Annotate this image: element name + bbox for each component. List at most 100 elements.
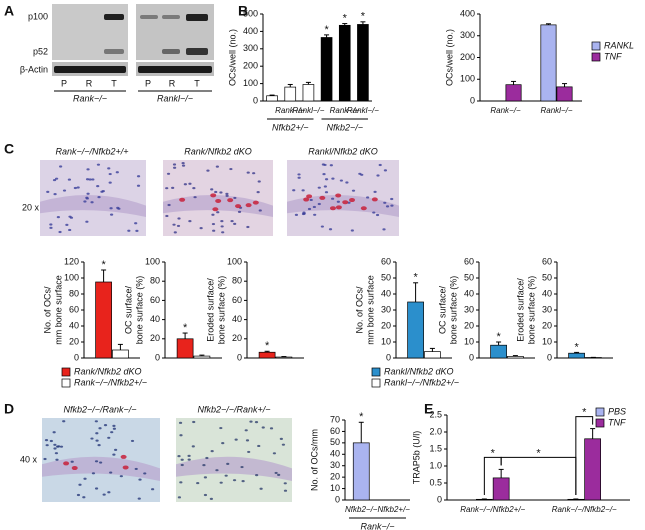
cell [98, 427, 102, 430]
significance-bracket [500, 456, 577, 495]
cell [258, 209, 262, 212]
osteoclast [235, 204, 242, 209]
cell [215, 165, 219, 168]
y-tick-label: 40 [381, 288, 391, 298]
group-label: Rankl−/− [157, 93, 193, 103]
cell [331, 197, 335, 200]
y-axis-label: Eroded surface/ [205, 278, 215, 342]
cell [274, 471, 278, 475]
cell [192, 420, 196, 424]
cell [215, 469, 219, 472]
cell [173, 231, 177, 234]
significance-star: * [265, 340, 270, 352]
cell [202, 464, 206, 467]
cell [257, 444, 261, 448]
cell [55, 458, 59, 461]
x-tick-label: Rank−/− [275, 106, 306, 115]
cell [109, 213, 114, 216]
cell [107, 436, 111, 439]
cell [183, 183, 187, 186]
cell [221, 442, 225, 445]
y-tick-label: 100 [243, 78, 258, 88]
y-axis-label: bone surface (%) [134, 276, 144, 345]
y-axis-label: OC surface/ [437, 285, 447, 334]
legend-swatch [61, 367, 71, 377]
tissue-band [42, 456, 160, 481]
image-title: Nfkb2−/−/Rank+/− [197, 404, 270, 414]
y-axis-label: Eroded surface/ [515, 278, 525, 342]
cell [378, 163, 382, 167]
y-tick-label: 10 [542, 336, 552, 346]
blot-band [54, 66, 126, 73]
y-tick-label: 0 [469, 352, 474, 362]
bar [302, 84, 315, 102]
cell [99, 461, 103, 464]
cell [211, 222, 216, 226]
cell [172, 223, 176, 226]
cell [210, 450, 214, 453]
osteoclast [179, 197, 186, 202]
cell [102, 493, 106, 496]
y-axis-label: bone surface (%) [526, 276, 536, 345]
western-blot: p100 p52 β-Actin P R T P R T Rank−/− Ran… [20, 4, 214, 103]
cell [181, 164, 186, 167]
y-tick-label: 100 [460, 74, 475, 84]
cell [151, 488, 155, 491]
bar [407, 301, 424, 359]
cell [70, 460, 74, 463]
cell [301, 189, 305, 192]
cell [53, 192, 57, 196]
significance-star: * [491, 447, 496, 459]
cell [255, 473, 259, 477]
osteoclast [349, 198, 356, 203]
chart: 0 20 40 60 80 100 120 No. of OCs/mm bone surfac… [42, 256, 147, 387]
blot-band [104, 14, 124, 20]
osteoclast [227, 198, 234, 203]
cell [115, 171, 119, 174]
cell [240, 465, 244, 469]
y-tick-label: 0 [74, 352, 79, 362]
legend-swatch [371, 378, 381, 388]
bar [338, 24, 351, 102]
cell [281, 443, 286, 446]
legend-swatch [591, 52, 601, 62]
cell [109, 471, 113, 474]
y-tick-label: 1.0 [429, 460, 442, 470]
cell [192, 187, 196, 190]
bar [266, 95, 278, 102]
y-tick-label: 0 [335, 494, 340, 504]
cell [283, 482, 287, 485]
tissue-band [163, 195, 273, 217]
osteoclast [371, 197, 378, 202]
significance-star: * [183, 322, 188, 334]
cell [292, 189, 296, 192]
y-tick-label: 100 [227, 256, 242, 266]
cell [221, 231, 225, 234]
x-tick-label: Nfkb2−/− [345, 505, 378, 514]
cell [317, 186, 321, 189]
cell [345, 181, 349, 184]
x-tick-label: Rank−/−/Nfkb2+/− [460, 505, 525, 514]
y-tick-label: 50 [381, 272, 391, 282]
y-tick-label: 0 [437, 494, 442, 504]
blot-band [138, 66, 212, 73]
cell [179, 434, 183, 437]
cell [85, 178, 90, 181]
significance-star: * [324, 24, 329, 36]
cell [68, 228, 72, 232]
y-tick-label: 30 [464, 304, 474, 314]
cell [44, 439, 49, 442]
y-tick-label: 200 [460, 52, 475, 62]
cell [76, 493, 81, 497]
legend-label: Rank−/−/Nfkb2+/− [74, 377, 147, 387]
cell [43, 457, 47, 461]
cell [339, 179, 343, 182]
cell [134, 222, 138, 225]
cell [323, 185, 327, 188]
cell [193, 196, 197, 199]
cell [86, 192, 90, 195]
band-label: p52 [33, 46, 48, 56]
cell [143, 472, 147, 475]
osteoclast [210, 193, 217, 198]
